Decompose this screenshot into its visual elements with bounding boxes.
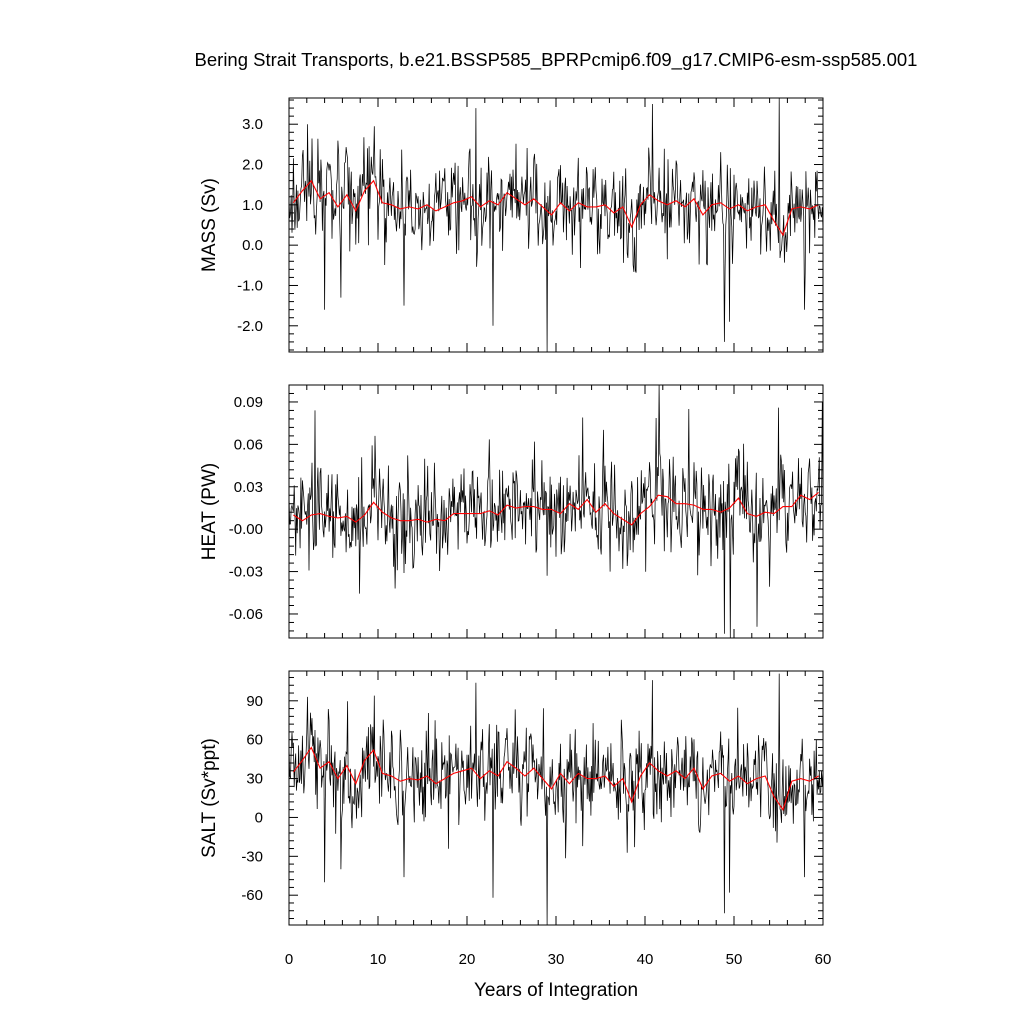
y-tick-label: 0 — [255, 809, 263, 826]
x-axis-tick-labels: 0 10 20 30 40 50 60 — [285, 951, 832, 968]
y-tick-label: -0.06 — [229, 606, 263, 623]
y-axis-title-heat: HEAT (PW) — [199, 463, 220, 560]
annual-series-mass — [292, 179, 819, 237]
y-tick-label: -1.0 — [237, 277, 263, 294]
x-tick-label: 40 — [637, 951, 654, 968]
y-axis-title-mass: MASS (Sv) — [199, 178, 220, 272]
x-ticks-mass — [288, 98, 824, 352]
y-tick-label: -30 — [241, 848, 263, 865]
plot-frame-mass — [288, 97, 824, 353]
y-tick-label: 60 — [246, 732, 263, 749]
panel-heat: 0.09 0.06 0.03 -0.00 -0.03 -0.06 HEAT (PW) — [199, 384, 824, 639]
y-tick-label: 90 — [246, 693, 263, 710]
y-tick-label: -2.0 — [237, 318, 263, 335]
y-tick-label: 0.03 — [234, 479, 263, 496]
y-tick-label: 0.09 — [234, 394, 263, 411]
monthly-series-mass — [289, 98, 823, 352]
chart-title: Bering Strait Transports, b.e21.BSSP585_… — [195, 49, 918, 71]
x-tick-label: 0 — [285, 951, 293, 968]
y-ticks-mass — [289, 99, 823, 351]
y-tick-label: 0.06 — [234, 436, 263, 453]
annual-series-salt — [292, 746, 819, 811]
y-tick-label: 2.0 — [242, 157, 263, 174]
y-tick-label: 3.0 — [242, 116, 263, 133]
panel-mass: 3.0 2.0 1.0 0.0 -1.0 -2.0 MASS (Sv) — [199, 97, 824, 353]
x-tick-label: 20 — [459, 951, 476, 968]
y-tick-label: -0.00 — [229, 521, 263, 538]
y-tick-label: 30 — [246, 771, 263, 788]
monthly-series-salt — [289, 673, 823, 925]
x-ticks-heat — [288, 385, 824, 638]
panel-salt: 90 60 30 0 -30 -60 SALT (Sv*ppt) — [199, 670, 824, 926]
x-ticks-salt — [288, 671, 824, 925]
y-tick-label: 0.0 — [242, 237, 263, 254]
x-tick-label: 10 — [370, 951, 387, 968]
monthly-series-heat — [289, 385, 823, 638]
x-tick-label: 50 — [726, 951, 743, 968]
y-ticks-heat — [289, 384, 823, 632]
y-tick-label: -60 — [241, 887, 263, 904]
x-tick-label: 30 — [548, 951, 565, 968]
y-tick-label: -0.03 — [229, 564, 263, 581]
annual-series-heat — [293, 491, 819, 526]
y-axis-title-salt: SALT (Sv*ppt) — [199, 738, 220, 858]
y-tick-label: 1.0 — [242, 197, 263, 214]
x-axis-title: Years of Integration — [474, 980, 638, 1001]
y-ticks-salt — [289, 676, 823, 920]
x-tick-label: 60 — [815, 951, 832, 968]
